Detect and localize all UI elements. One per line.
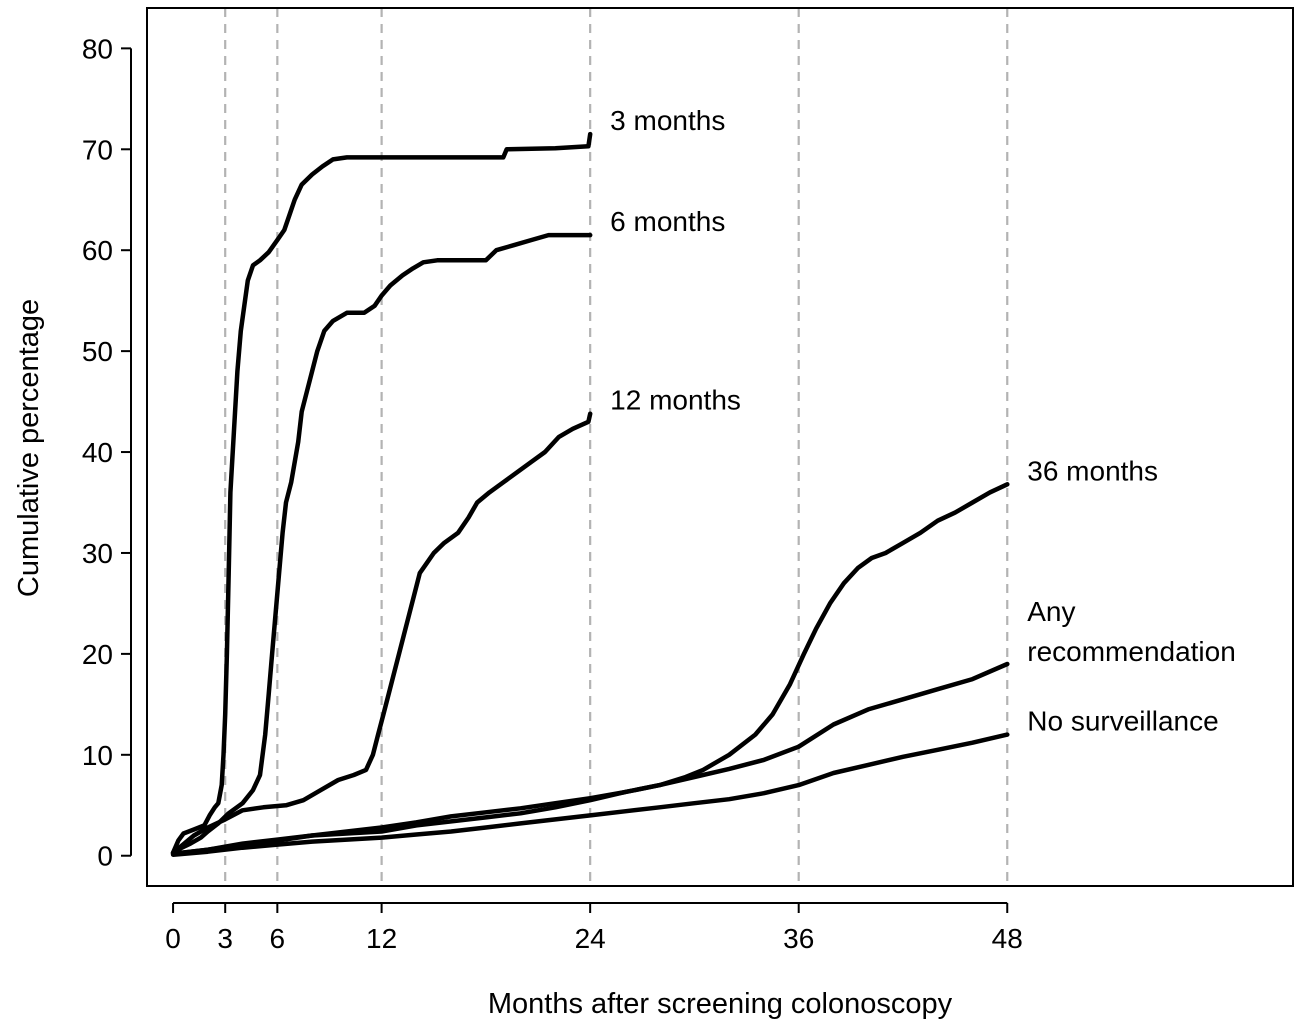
y-tick-label-30: 30 <box>82 538 113 569</box>
y-tick-label-50: 50 <box>82 336 113 367</box>
x-axis: 0 3 6 12 24 36 48 <box>165 902 1023 954</box>
series-label-no-surveillance: No surveillance <box>1027 706 1218 737</box>
x-tick-label-24: 24 <box>575 923 606 954</box>
series-line-36-months <box>170 482 1010 856</box>
y-tick-label-80: 80 <box>82 33 113 64</box>
y-tick-label-60: 60 <box>82 235 113 266</box>
reference-lines <box>224 8 1009 886</box>
y-tick-label-0: 0 <box>97 841 113 872</box>
series-line-6-months <box>170 232 593 855</box>
y-axis: 0 10 20 30 40 50 60 70 80 <box>82 33 132 872</box>
series-lines <box>170 131 1010 857</box>
plot-frame <box>146 7 1294 887</box>
series-line-12-months <box>170 411 593 855</box>
x-tick-label-36: 36 <box>783 923 814 954</box>
y-tick-label-20: 20 <box>82 639 113 670</box>
series-label-any-recommendation: Any recommendation <box>1027 596 1236 667</box>
series-label-12-months: 12 months <box>610 385 741 416</box>
x-tick-label-12: 12 <box>366 923 397 954</box>
x-tick-label-48: 48 <box>992 923 1023 954</box>
y-axis-title: Cumulative percentage <box>13 299 45 597</box>
series-line-no-surveillance <box>170 732 1010 857</box>
series-label-3-months: 3 months <box>610 105 725 136</box>
y-tick-label-40: 40 <box>82 437 113 468</box>
x-tick-label-3: 3 <box>217 923 233 954</box>
series-label-6-months: 6 months <box>610 206 725 237</box>
series-labels: 3 months 6 months 12 months 36 months Any rec… <box>610 105 1236 736</box>
y-tick-label-10: 10 <box>82 740 113 771</box>
x-tick-label-6: 6 <box>270 923 286 954</box>
series-line-3-months <box>170 131 593 855</box>
series-label-36-months: 36 months <box>1027 455 1158 486</box>
x-tick-label-0: 0 <box>165 923 181 954</box>
x-axis-title: Months after screening colonoscopy <box>488 988 953 1020</box>
series-line-any-recommendation <box>170 661 1010 856</box>
y-tick-label-70: 70 <box>82 134 113 165</box>
